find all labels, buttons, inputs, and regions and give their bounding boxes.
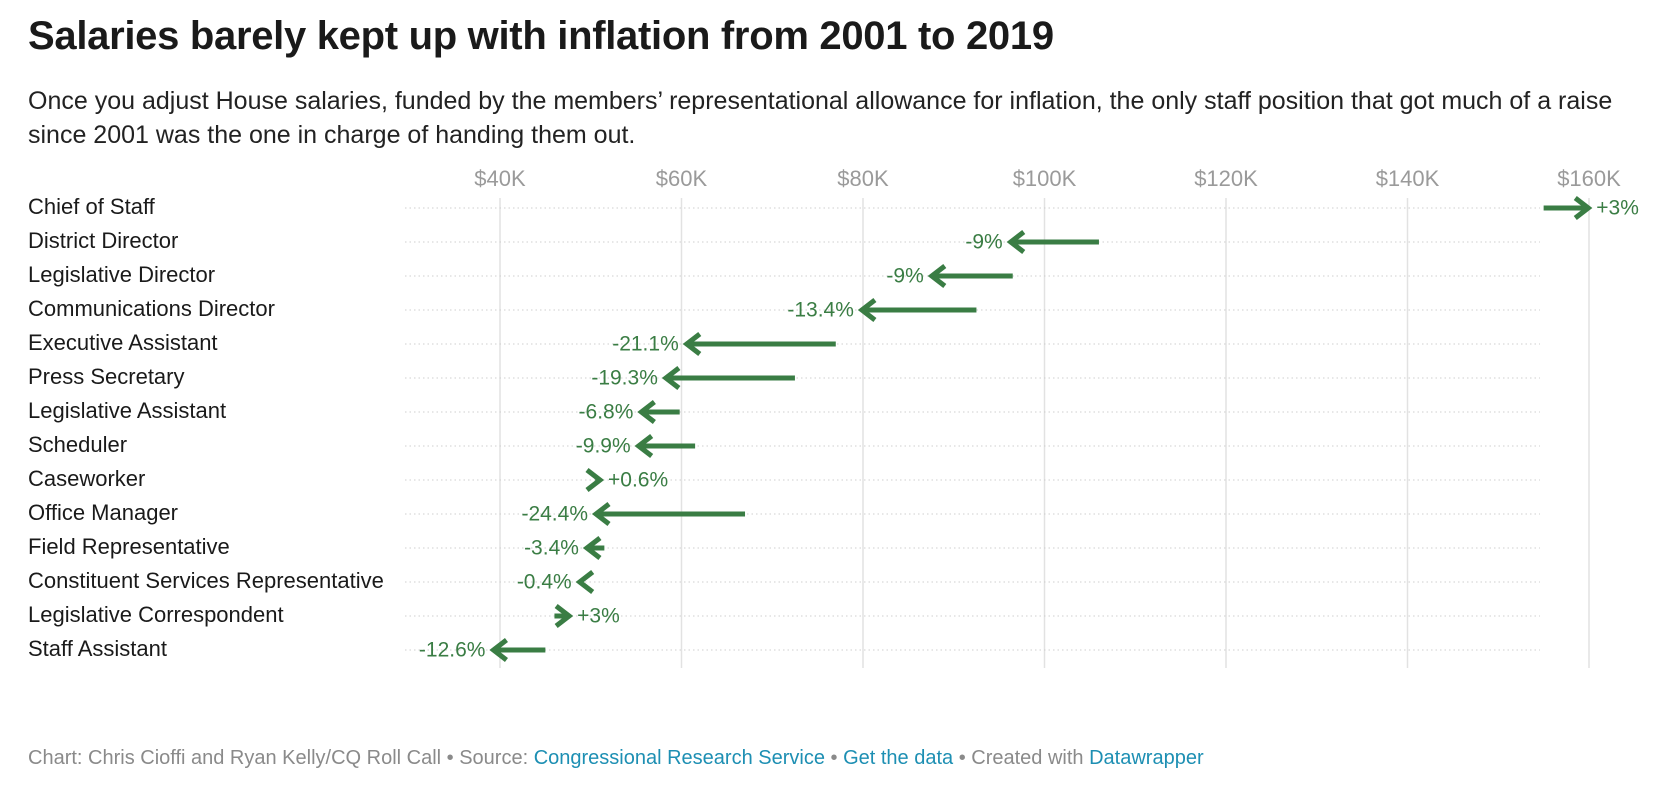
arrow-head <box>585 468 605 492</box>
arrow-head <box>637 400 656 424</box>
category-label: Scheduler <box>28 432 127 457</box>
change-label: -9% <box>886 265 923 288</box>
category-label: Press Secretary <box>28 364 185 389</box>
arrow-head <box>591 502 611 526</box>
x-tick-label: $60K <box>656 166 708 191</box>
x-tick-label: $140K <box>1376 166 1440 191</box>
category-label: Chief of Staff <box>28 194 156 219</box>
change-label: -13.4% <box>787 299 854 322</box>
category-label: Office Manager <box>28 500 178 525</box>
arrow-head <box>634 434 654 458</box>
footer-separator: • <box>824 747 844 769</box>
change-label: +0.6% <box>608 469 668 492</box>
source-link[interactable]: Congressional Research Service <box>533 747 825 769</box>
change-label: +3% <box>1596 197 1639 220</box>
category-label: Legislative Director <box>28 262 215 287</box>
datawrapper-link[interactable]: Datawrapper <box>1089 747 1204 769</box>
category-label: Staff Assistant <box>28 636 167 661</box>
change-label: -21.1% <box>612 333 679 356</box>
change-label: -9% <box>965 231 1002 254</box>
arrow-head <box>927 264 947 288</box>
change-label: -6.8% <box>579 401 634 424</box>
footer-created-with: • Created with <box>953 747 1090 769</box>
category-label: Communications Director <box>28 296 275 321</box>
arrow-chart: $40K $60K $80K $100K $120K $140K $160K Chief of… <box>28 166 1639 668</box>
arrow-head <box>1006 230 1026 254</box>
chart-title: Salaries barely kept up with inflation f… <box>28 14 1054 58</box>
change-label: -0.4% <box>517 571 572 594</box>
change-label: -24.4% <box>521 503 588 526</box>
chart-subtitle: Once you adjust House salaries, funded b… <box>28 87 1613 149</box>
chart-footer: Chart: Chris Cioffi and Ryan Kelly/CQ Ro… <box>28 747 1204 770</box>
footer-credit: Chart: Chris Cioffi and Ryan Kelly/CQ Ro… <box>28 747 534 769</box>
arrow-head <box>489 638 508 662</box>
category-label: District Director <box>28 228 178 253</box>
x-tick-label: $40K <box>474 166 526 191</box>
change-label: -3.4% <box>524 537 579 560</box>
change-label: -9.9% <box>576 435 631 458</box>
x-tick-label: $80K <box>837 166 889 191</box>
category-label: Caseworker <box>28 466 145 491</box>
arrow-head <box>661 366 681 390</box>
change-label: -12.6% <box>419 639 486 662</box>
arrow-head <box>1573 196 1593 220</box>
arrow-head <box>857 298 877 322</box>
x-tick-label: $100K <box>1013 166 1077 191</box>
arrow-head <box>682 332 702 356</box>
arrow-head <box>582 536 602 560</box>
category-label: Constituent Services Representative <box>28 568 384 593</box>
category-label: Legislative Correspondent <box>28 602 284 627</box>
get-data-link[interactable]: Get the data <box>843 747 954 769</box>
category-label: Field Representative <box>28 534 230 559</box>
category-label: Legislative Assistant <box>28 398 226 423</box>
x-tick-label: $120K <box>1194 166 1258 191</box>
category-label: Executive Assistant <box>28 330 218 355</box>
change-label: +3% <box>577 605 620 628</box>
x-tick-label: $160K <box>1557 166 1621 191</box>
arrow-head <box>554 604 574 628</box>
change-label: -19.3% <box>591 367 658 390</box>
arrow-head <box>575 570 595 594</box>
